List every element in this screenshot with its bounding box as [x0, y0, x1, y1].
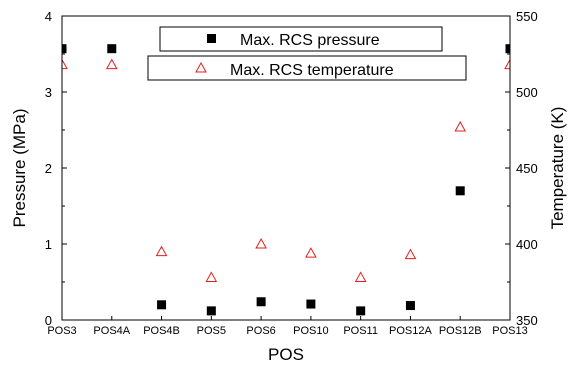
plot-markers: [62, 44, 510, 316]
x-tick-label: POS10: [293, 325, 328, 337]
pressure-point: [505, 44, 510, 54]
x-tick-label: POS3: [47, 325, 76, 337]
pressure-point: [157, 300, 167, 310]
x-tick-label: POS5: [197, 325, 226, 337]
y2-tick-label: 400: [516, 237, 538, 252]
x-axis-title: POS: [268, 345, 304, 364]
y2-tick-label: 550: [516, 9, 538, 24]
x-tick-label: POS11: [343, 325, 378, 337]
y-tick-label: 4: [45, 9, 52, 24]
temperature-point: [255, 237, 267, 249]
legend-label-temperature: Max. RCS temperature: [230, 62, 394, 79]
x-tick-label: POS12A: [389, 325, 432, 337]
pressure-point: [206, 306, 216, 316]
y-tick-label: 2: [45, 161, 52, 176]
pressure-point: [455, 186, 465, 196]
pressure-point: [62, 44, 67, 54]
axis-ticks: [61, 15, 511, 321]
tick-labels: POS3 POS4A POS4B POS5 POS6 POS10 POS11 POS12A PO…: [45, 9, 538, 337]
pressure-point: [405, 301, 415, 311]
y2-tick-label: 500: [516, 85, 538, 100]
pressure-point: [306, 299, 316, 309]
pressure-point: [107, 44, 117, 54]
y-tick-label: 0: [45, 313, 52, 328]
x-tick-label: POS13: [492, 325, 527, 337]
x-tick-label: POS4A: [93, 325, 130, 337]
legend: Max. RCS pressure Max. RCS temperature: [147, 26, 467, 81]
y2-axis-title: Temperature (K): [548, 107, 567, 230]
temperature-point: [305, 247, 317, 258]
x-tick-label: POS6: [246, 325, 275, 337]
legend-box-temperature: [147, 55, 467, 81]
y-tick-label: 1: [45, 237, 52, 252]
legend-marker-temperature: [195, 61, 207, 73]
temperature-point: [155, 245, 168, 257]
temperature-point: [62, 58, 68, 70]
pressure-point: [356, 306, 366, 316]
legend-marker-pressure: [207, 34, 216, 43]
temperature-point: [105, 58, 118, 70]
y-axis-title: Pressure (MPa): [10, 108, 29, 227]
y2-tick-label: 350: [516, 313, 538, 328]
legend-label-pressure: Max. RCS pressure: [240, 32, 380, 49]
temperature-point: [454, 120, 467, 132]
y2-tick-label: 450: [516, 161, 538, 176]
temperature-point: [504, 58, 510, 70]
x-tick-label: POS4B: [143, 325, 180, 337]
temperature-point: [354, 271, 367, 282]
pressure-point: [256, 297, 266, 307]
temperature-point: [404, 248, 417, 260]
y-tick-label: 3: [45, 85, 52, 100]
x-tick-label: POS12B: [439, 325, 482, 337]
temperature-point: [205, 271, 218, 282]
